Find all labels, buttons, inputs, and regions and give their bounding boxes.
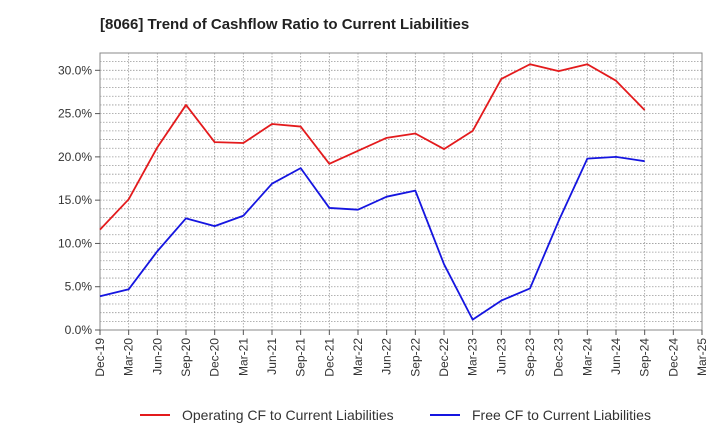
x-tick-label: Jun-24 (609, 338, 623, 375)
y-axis: 0.0% 5.0% 10.0% 15.0% 20.0% 25.0% 30.0% (58, 63, 100, 337)
x-tick-label: Dec-23 (552, 338, 566, 377)
grid (100, 53, 702, 330)
x-tick-label: Sep-22 (408, 338, 422, 377)
x-tick-label: Dec-19 (93, 338, 107, 377)
x-tick-label: Jun-22 (380, 338, 394, 375)
x-tick-label: Sep-24 (638, 338, 652, 377)
x-tick-label: Dec-22 (437, 338, 451, 377)
x-tick-label: Mar-22 (351, 338, 365, 376)
x-tick-label: Mar-20 (122, 338, 136, 376)
y-tick-label: 25.0% (58, 107, 92, 121)
x-tick-label: Mar-23 (466, 338, 480, 376)
x-tick-label: Mar-24 (580, 338, 594, 376)
legend-label-1: Operating CF to Current Liabilities (182, 407, 394, 423)
y-tick-label: 15.0% (58, 193, 92, 207)
x-tick-label: Mar-21 (236, 338, 250, 376)
x-tick-label: Dec-24 (666, 338, 680, 377)
x-tick-label: Dec-21 (322, 338, 336, 377)
legend-label-2: Free CF to Current Liabilities (472, 407, 651, 423)
x-tick-label: Sep-23 (523, 338, 537, 377)
y-tick-label: 30.0% (58, 63, 92, 77)
y-tick-label: 20.0% (58, 150, 92, 164)
legend: Operating CF to Current Liabilities Free … (140, 407, 651, 423)
x-tick-label: Jun-20 (150, 338, 164, 375)
x-tick-label: Jun-23 (494, 338, 508, 375)
y-tick-label: 10.0% (58, 236, 92, 250)
x-tick-label: Mar-25 (695, 338, 709, 376)
y-tick-label: 0.0% (65, 323, 93, 337)
series-line-1 (99, 63, 646, 231)
chart-title: [8066] Trend of Cashflow Ratio to Curren… (100, 16, 469, 33)
x-tick-label: Sep-21 (294, 338, 308, 377)
series-line-2 (99, 155, 645, 321)
y-tick-label: 5.0% (65, 280, 93, 294)
x-tick-label: Dec-20 (208, 338, 222, 377)
series-lines (99, 63, 646, 321)
x-axis: Dec-19 Mar-20 Jun-20 Sep-20 Dec-20 Mar-21 Jun-… (93, 330, 709, 377)
x-tick-label: Sep-20 (179, 338, 193, 377)
x-tick-label: Jun-21 (265, 338, 279, 375)
